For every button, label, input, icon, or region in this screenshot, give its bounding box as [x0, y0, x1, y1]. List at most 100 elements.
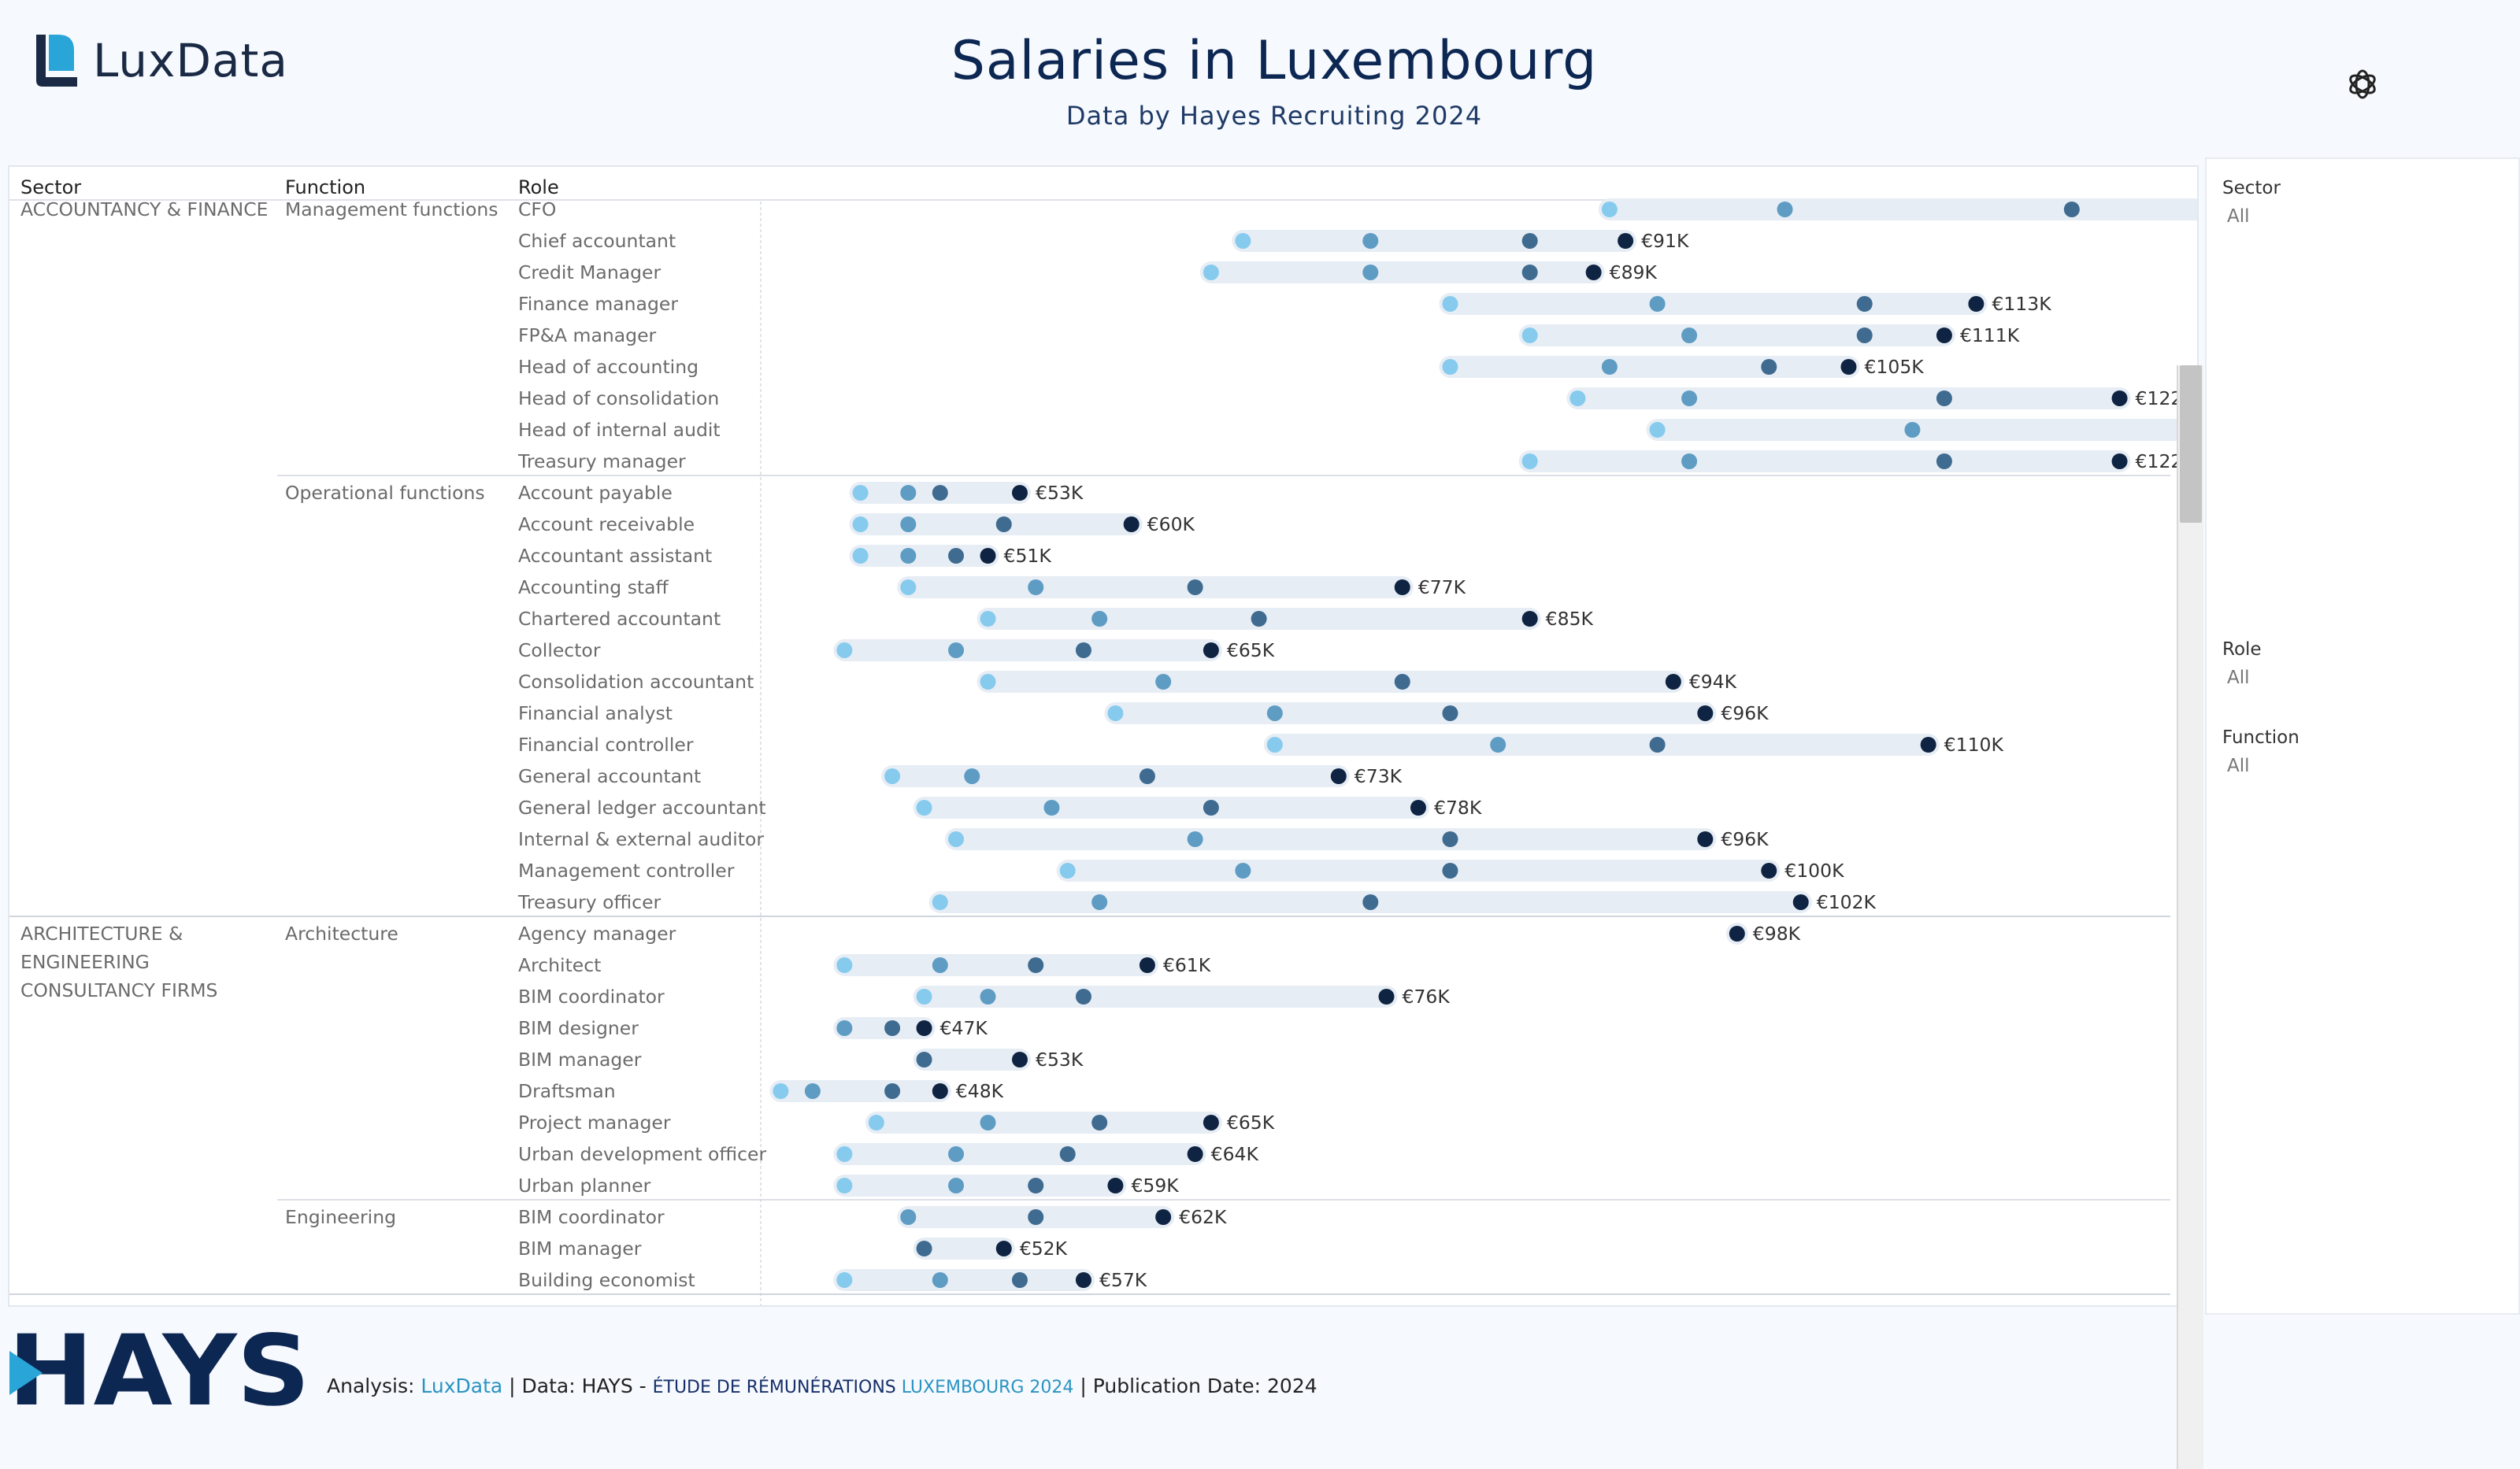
salary-dot[interactable]: [1904, 422, 1921, 438]
salary-dot[interactable]: [1012, 1052, 1028, 1068]
salary-dot[interactable]: [1920, 737, 1936, 753]
salary-dot[interactable]: [1266, 737, 1283, 753]
salary-dot[interactable]: [1043, 800, 1060, 816]
salary-dot[interactable]: [1091, 1115, 1108, 1130]
table-row[interactable]: Collector €65K: [518, 639, 1275, 661]
salary-dot[interactable]: [1936, 390, 1952, 406]
salary-dot[interactable]: [1139, 768, 1155, 784]
salary-dot[interactable]: [980, 1115, 996, 1130]
salary-dot[interactable]: [1203, 800, 1219, 816]
table-row[interactable]: Financial controller €110K: [518, 734, 2003, 756]
salary-dot[interactable]: [1601, 359, 1618, 375]
salary-dot[interactable]: [1729, 926, 1745, 942]
salary-dot[interactable]: [852, 516, 869, 532]
salary-dot[interactable]: [900, 548, 917, 564]
salary-dot[interactable]: [1028, 579, 1044, 595]
table-row[interactable]: Project manager €65K: [518, 1112, 1275, 1134]
table-row[interactable]: Treasury officer €102K: [517, 891, 1877, 913]
salary-dot[interactable]: [1936, 453, 1952, 469]
table-row[interactable]: BIM designer €47K: [518, 1017, 988, 1039]
salary-dot[interactable]: [884, 1020, 901, 1036]
table-row[interactable]: Account payable €53K: [518, 482, 1084, 504]
salary-dot[interactable]: [1028, 1178, 1044, 1193]
luxdata-logo[interactable]: LuxData: [32, 31, 288, 90]
salary-dot[interactable]: [1569, 390, 1586, 406]
salary-dot[interactable]: [1840, 359, 1857, 375]
footer-analysis-link[interactable]: LuxData: [421, 1375, 503, 1397]
table-row[interactable]: Head of consolidation €122K: [518, 387, 2195, 409]
salary-dot[interactable]: [1936, 327, 1952, 343]
salary-dot[interactable]: [916, 800, 932, 816]
filter-role-value[interactable]: All: [2227, 668, 2250, 688]
salary-dot[interactable]: [916, 1241, 932, 1256]
salary-dot[interactable]: [932, 1272, 948, 1288]
table-row[interactable]: CFO€135K: [518, 198, 2197, 220]
salary-dot[interactable]: [995, 516, 1012, 532]
salary-dot[interactable]: [1378, 989, 1395, 1005]
salary-dot[interactable]: [1075, 1272, 1091, 1288]
table-row[interactable]: Head of accounting €105K: [518, 356, 1924, 378]
table-row[interactable]: Consolidation accountant €94K: [518, 671, 1737, 693]
salary-dot[interactable]: [900, 579, 917, 595]
salary-dot[interactable]: [1761, 359, 1777, 375]
salary-dot[interactable]: [1075, 642, 1091, 658]
salary-dot[interactable]: [1362, 265, 1379, 280]
table-row[interactable]: Architect €61K: [518, 954, 1211, 976]
salary-dot[interactable]: [916, 1020, 932, 1036]
salary-dot[interactable]: [932, 485, 948, 501]
table-row[interactable]: Draftsman €48K: [518, 1080, 1004, 1102]
table-row[interactable]: Chief accountant €91K: [518, 230, 1689, 252]
salary-dot[interactable]: [1521, 611, 1538, 627]
table-row[interactable]: BIM coordinator €76K: [518, 986, 1450, 1008]
salary-dot[interactable]: [1968, 296, 1984, 312]
salary-dot[interactable]: [900, 1209, 917, 1225]
salary-dot[interactable]: [836, 1272, 853, 1288]
salary-dot[interactable]: [1203, 642, 1219, 658]
salary-dot[interactable]: [1075, 989, 1091, 1005]
salary-dot[interactable]: [948, 642, 965, 658]
salary-dot[interactable]: [1761, 863, 1777, 879]
table-row[interactable]: Finance manager €113K: [518, 293, 2051, 315]
salary-dot[interactable]: [1235, 863, 1251, 879]
salary-dot[interactable]: [1187, 831, 1203, 847]
salary-dot[interactable]: [1697, 705, 1714, 721]
salary-dot[interactable]: [1649, 422, 1666, 438]
salary-dot[interactable]: [1187, 1146, 1203, 1162]
table-row[interactable]: Building economist €57K: [518, 1269, 1147, 1291]
salary-dot[interactable]: [948, 1178, 965, 1193]
salary-dot[interactable]: [1059, 1146, 1076, 1162]
salary-dot[interactable]: [1235, 233, 1251, 249]
salary-dot[interactable]: [932, 957, 948, 973]
salary-dot[interactable]: [980, 548, 996, 564]
salary-dot[interactable]: [1203, 265, 1219, 280]
salary-dot[interactable]: [1442, 831, 1458, 847]
salary-dot[interactable]: [1012, 1272, 1028, 1288]
salary-dot[interactable]: [852, 485, 869, 501]
salary-dot[interactable]: [884, 768, 901, 784]
salary-dot[interactable]: [804, 1083, 821, 1099]
chatgpt-icon[interactable]: [2345, 67, 2380, 102]
salary-dot[interactable]: [1681, 327, 1698, 343]
table-row[interactable]: Chartered accountant €85K: [518, 608, 1594, 630]
salary-dot[interactable]: [1521, 233, 1538, 249]
salary-dot[interactable]: [1139, 957, 1155, 973]
salary-dot[interactable]: [2111, 390, 2128, 406]
salary-dot[interactable]: [836, 957, 853, 973]
salary-dot[interactable]: [1028, 1209, 1044, 1225]
salary-dot[interactable]: [1521, 453, 1538, 469]
salary-dot[interactable]: [964, 768, 980, 784]
salary-dot[interactable]: [1330, 768, 1347, 784]
salary-dot[interactable]: [948, 831, 965, 847]
salary-dot[interactable]: [836, 1020, 853, 1036]
salary-dot[interactable]: [773, 1083, 789, 1099]
salary-dot[interactable]: [932, 1083, 948, 1099]
salary-dot[interactable]: [1681, 453, 1698, 469]
salary-dot[interactable]: [980, 611, 996, 627]
salary-dot[interactable]: [1521, 327, 1538, 343]
salary-dot[interactable]: [1123, 516, 1140, 532]
salary-dot[interactable]: [1649, 296, 1666, 312]
salary-dot[interactable]: [1410, 800, 1426, 816]
salary-dot[interactable]: [836, 642, 853, 658]
salary-dot[interactable]: [916, 989, 932, 1005]
salary-dot[interactable]: [1490, 737, 1506, 753]
